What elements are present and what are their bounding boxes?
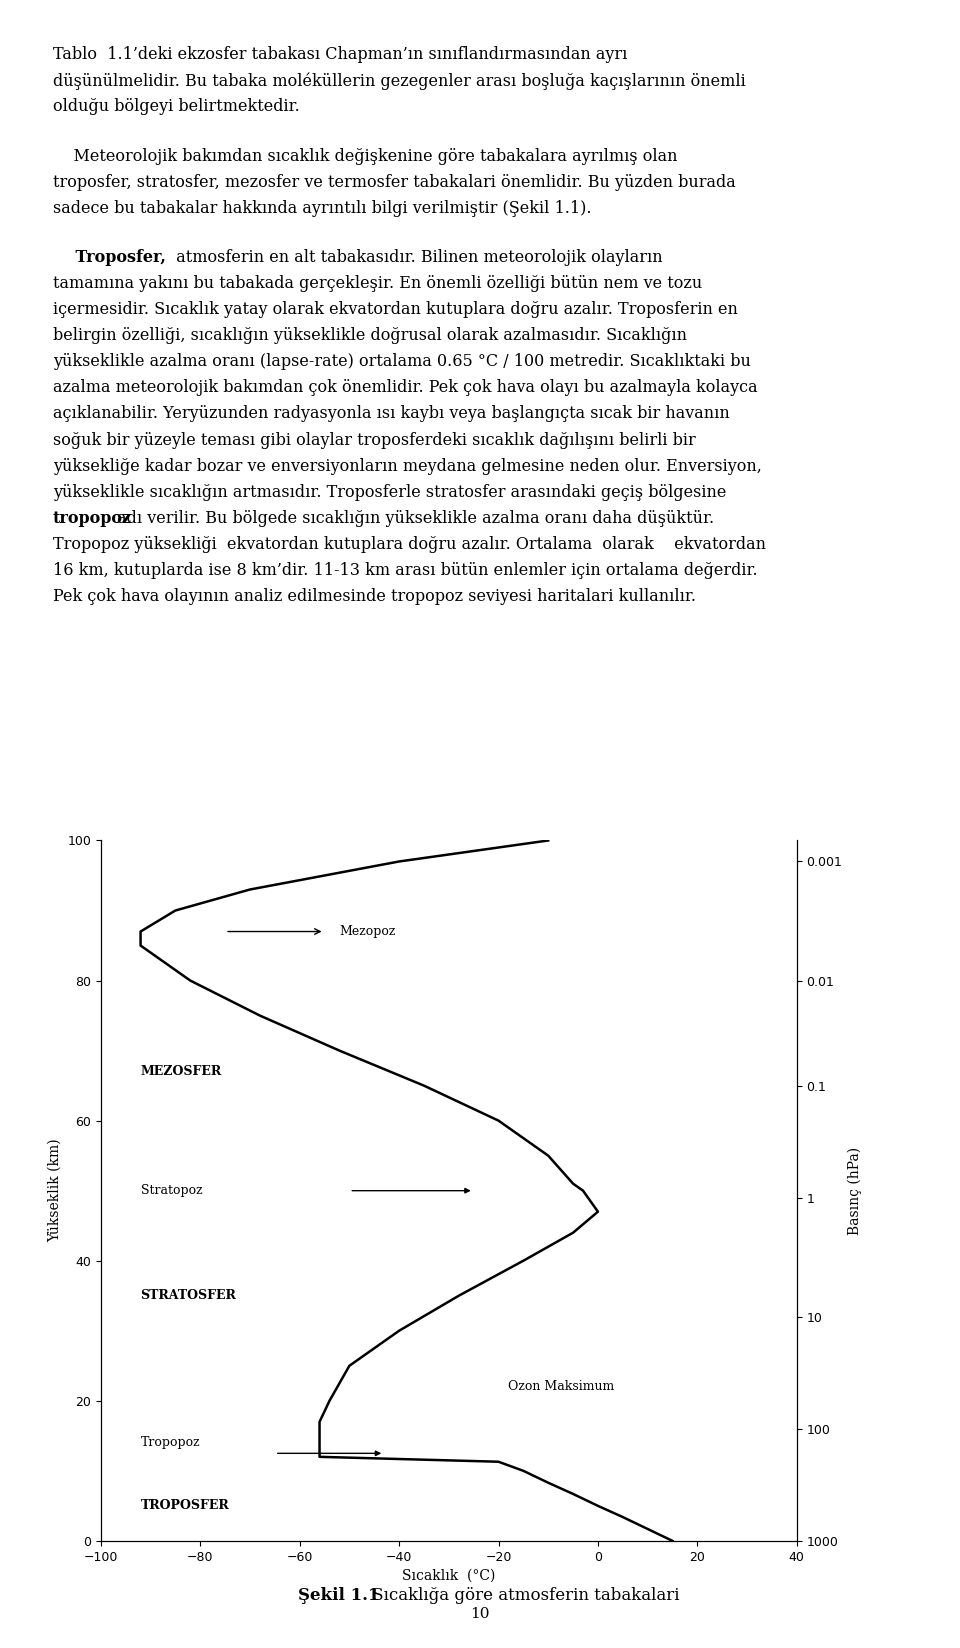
Text: olduğu bölgeyi belirtmektedir.: olduğu bölgeyi belirtmektedir. [53, 99, 300, 115]
Text: açıklanabilir. Yeryüzunden radyasyonla ısı kaybı veya başlangıçta sıcak bir hava: açıklanabilir. Yeryüzunden radyasyonla ı… [53, 405, 730, 422]
Text: 16 km, kutuplarda ise 8 km’dir. 11-13 km arası bütün enlemler için ortalama değe: 16 km, kutuplarda ise 8 km’dir. 11-13 km… [53, 562, 757, 578]
Text: MEZOSFER: MEZOSFER [140, 1065, 222, 1078]
Y-axis label: Yükseklik (km): Yükseklik (km) [48, 1139, 61, 1243]
Text: Pek çok hava olayının analiz edilmesinde tropopoz seviyesi haritalari kullanılır: Pek çok hava olayının analiz edilmesinde… [53, 588, 696, 605]
Text: sadece bu tabakalar hakkında ayrıntılı bilgi verilmiştir (Şekil 1.1).: sadece bu tabakalar hakkında ayrıntılı b… [53, 199, 591, 218]
Text: STRATOSFER: STRATOSFER [140, 1289, 236, 1302]
Text: Mezopoz: Mezopoz [340, 925, 396, 938]
Text: içermesidir. Sıcaklık yatay olarak ekvatordan kutuplara doğru azalır. Troposferi: içermesidir. Sıcaklık yatay olarak ekvat… [53, 302, 737, 318]
Text: yükseklikle sıcaklığın artmasıdır. Troposferle stratosfer arasındaki geçiş bölge: yükseklikle sıcaklığın artmasıdır. Tropo… [53, 483, 726, 501]
Text: tropopoz: tropopoz [53, 509, 132, 527]
Text: Tropopoz: Tropopoz [140, 1437, 201, 1449]
Text: adı verilir. Bu bölgede sıcaklığın yükseklikle azalma oranı daha düşüktür.: adı verilir. Bu bölgede sıcaklığın yükse… [112, 509, 714, 527]
Text: düşünülmelidir. Bu tabaka moléküllerin gezegenler arası boşluğa kaçışlarının öne: düşünülmelidir. Bu tabaka moléküllerin g… [53, 73, 746, 89]
Y-axis label: Basınç (hPa): Basınç (hPa) [848, 1147, 862, 1234]
Text: TROPOSFER: TROPOSFER [140, 1500, 229, 1513]
Text: azalma meteorolojik bakımdan çok önemlidir. Pek çok hava olayı bu azalmayla kola: azalma meteorolojik bakımdan çok önemlid… [53, 379, 757, 397]
Text: 10: 10 [470, 1607, 490, 1622]
X-axis label: Sıcaklık  (°C): Sıcaklık (°C) [402, 1569, 495, 1584]
Text: troposfer, stratosfer, mezosfer ve termosfer tabakalari önemlidir. Bu yüzden bur: troposfer, stratosfer, mezosfer ve termo… [53, 173, 735, 191]
Text: Meteorolojik bakımdan sıcaklık değişkenine göre tabakalara ayrılmış olan: Meteorolojik bakımdan sıcaklık değişkeni… [53, 148, 678, 165]
Text: Tropopoz yüksekliği  ekvatordan kutuplara doğru azalır. Ortalama  olarak    ekva: Tropopoz yüksekliği ekvatordan kutuplara… [53, 536, 766, 552]
Text: tamamına yakını bu tabakada gerçekleşir. En önemli özelliği bütün nem ve tozu: tamamına yakını bu tabakada gerçekleşir.… [53, 275, 702, 292]
Text: Troposfer,: Troposfer, [53, 249, 166, 267]
Text: belirgin özelliği, sıcaklığın yükseklikle doğrusal olarak azalmasıdır. Sıcaklığı: belirgin özelliği, sıcaklığın yükseklikl… [53, 328, 686, 344]
Text: Şekil 1.1: Şekil 1.1 [298, 1587, 379, 1604]
Text: Ozon Maksimum: Ozon Maksimum [509, 1381, 614, 1393]
Text: soğuk bir yüzeyle teması gibi olaylar troposferdeki sıcaklık dağılışını belirli : soğuk bir yüzeyle teması gibi olaylar tr… [53, 432, 696, 448]
Text: yükseklikle azalma oranı (lapse-rate) ortalama 0.65 °C / 100 metredir. Sıcaklıkt: yükseklikle azalma oranı (lapse-rate) or… [53, 353, 751, 371]
Text: yüksekliğe kadar bozar ve enversiyonların meydana gelmesine neden olur. Enversiy: yüksekliğe kadar bozar ve enversiyonları… [53, 458, 761, 475]
Text: Tablo  1.1’deki ekzosfer tabakası Chapman’ın sınıflandırmasından ayrı: Tablo 1.1’deki ekzosfer tabakası Chapman… [53, 46, 627, 63]
Text: Stratopoz: Stratopoz [140, 1185, 203, 1196]
Text: atmosferin en alt tabakasıdır. Bilinen meteorolojik olayların: atmosferin en alt tabakasıdır. Bilinen m… [166, 249, 662, 267]
Text: Sıcaklığa göre atmosferin tabakalari: Sıcaklığa göre atmosferin tabakalari [367, 1587, 680, 1604]
